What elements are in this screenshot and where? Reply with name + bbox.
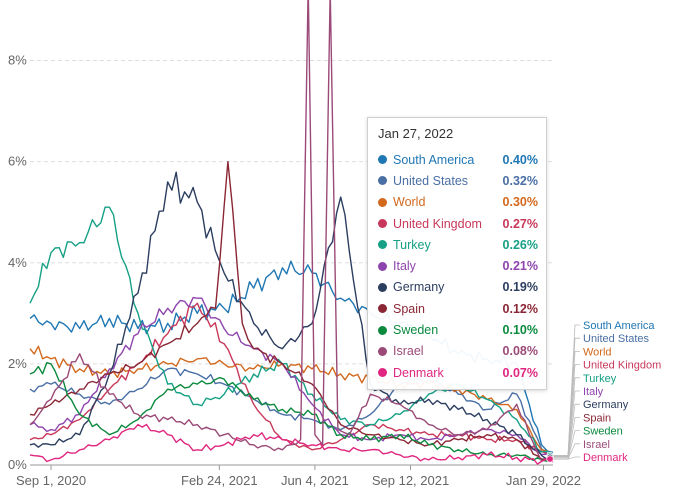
series-line-denmark	[29, 423, 554, 465]
tooltip-series-name: United Kingdom	[393, 216, 482, 231]
label-connector	[550, 337, 580, 457]
end-label-italy: Italy	[583, 386, 604, 398]
tooltip-row: Italy 0.21%	[378, 255, 538, 276]
tooltip-series-value: 0.08%	[502, 344, 538, 359]
tooltip-rows: South America 0.40% United States 0.32% Worl…	[378, 149, 538, 383]
tooltip-row: United Kingdom 0.27%	[378, 213, 538, 234]
y-axis-ticks: 0% 2% 4% 6% 8%	[8, 53, 27, 472]
end-label-world: World	[583, 346, 612, 358]
label-connector	[550, 324, 580, 456]
x-tick-label: Sep 12, 2021	[372, 473, 449, 488]
series-line-germany	[29, 171, 554, 461]
legend-dot-icon	[378, 261, 387, 271]
legend-dot-icon	[378, 304, 387, 314]
series-line-spain	[29, 160, 554, 461]
tooltip-series-value: 0.07%	[502, 365, 538, 380]
end-label-turkey: Turkey	[583, 373, 617, 385]
legend-dot-icon	[378, 176, 387, 186]
end-label-united-kingdom: United Kingdom	[583, 360, 661, 372]
legend-dot-icon	[378, 368, 387, 378]
legend-dot-icon	[378, 240, 387, 250]
x-tick-label: Jun 4, 2021	[281, 473, 349, 488]
tooltip-series-value: 0.19%	[502, 280, 538, 295]
x-tick-label: Jan 29, 2022	[506, 473, 581, 488]
tooltip-series-name: Turkey	[393, 237, 431, 252]
legend-dot-icon	[378, 282, 387, 292]
y-tick-label: 0%	[8, 457, 27, 472]
legend-dot-icon	[378, 346, 387, 356]
tooltip-row: Sweden 0.10%	[378, 319, 538, 340]
y-tick-label: 2%	[8, 356, 27, 371]
series-lines	[29, 0, 554, 465]
y-tick-label: 6%	[8, 154, 27, 169]
series-line-united-states	[29, 367, 554, 455]
series-line-united-kingdom	[29, 302, 554, 457]
tooltip-series-value: 0.10%	[502, 323, 538, 338]
tooltip-series-value: 0.27%	[502, 216, 538, 231]
tooltip-series-value: 0.21%	[502, 259, 538, 274]
tooltip-row: World 0.30%	[378, 192, 538, 213]
label-connector	[550, 456, 580, 460]
x-tick-label: Sep 1, 2020	[16, 473, 86, 488]
tooltip-row: South America 0.40%	[378, 149, 538, 170]
tooltip-series-value: 0.12%	[502, 301, 538, 316]
y-tick-label: 4%	[8, 255, 27, 270]
hover-tooltip: Jan 27, 2022 South America 0.40% United St…	[367, 117, 547, 391]
end-label-united-states: United States	[583, 333, 650, 345]
legend-dot-icon	[378, 325, 387, 335]
tooltip-series-value: 0.26%	[502, 237, 538, 252]
end-markers	[546, 451, 554, 463]
end-marker	[546, 455, 554, 463]
tooltip-date: Jan 27, 2022	[378, 126, 454, 141]
label-connector	[550, 377, 580, 456]
tooltip-series-name: Germany	[393, 280, 445, 295]
tooltip-row: Germany 0.19%	[378, 277, 538, 298]
legend-dot-icon	[378, 197, 387, 207]
end-label-south-america: South America	[583, 320, 655, 332]
tooltip-series-name: South America	[393, 152, 475, 167]
x-tick-label: Feb 24, 2021	[181, 473, 258, 488]
label-connectors	[550, 324, 580, 460]
tooltip-series-name: Spain	[393, 301, 425, 316]
tooltip-row: Turkey 0.26%	[378, 234, 538, 255]
tooltip-series-name: Sweden	[393, 323, 439, 338]
tooltip-series-value: 0.40%	[502, 152, 538, 167]
legend-dot-icon	[378, 155, 387, 165]
series-line-world	[29, 345, 554, 456]
end-label-israel: Israel	[583, 439, 610, 451]
tooltip-series-name: United States	[393, 173, 469, 188]
tooltip-series-name: World	[393, 195, 426, 210]
tooltip-series-name: Denmark	[393, 365, 444, 380]
tooltip-series-value: 0.30%	[502, 195, 538, 210]
end-label-denmark: Denmark	[583, 452, 628, 464]
legend-dot-icon	[378, 219, 387, 229]
tooltip-row: Israel 0.08%	[378, 341, 538, 362]
tooltip-series-name: Israel	[393, 344, 424, 359]
tooltip-row: Denmark 0.07%	[378, 362, 538, 383]
series-line-israel	[29, 0, 554, 463]
series-line-sweden	[29, 362, 554, 462]
end-label-sweden: Sweden	[583, 426, 623, 438]
label-connector	[550, 390, 580, 458]
label-connector	[550, 430, 580, 460]
label-connector	[550, 416, 580, 460]
x-axis-ticks: Sep 1, 2020 Feb 24, 2021 Jun 4, 2021 Sep 12…	[16, 465, 581, 488]
tooltip-row: United States 0.32%	[378, 170, 538, 191]
end-label-germany: Germany	[583, 399, 629, 411]
y-tick-label: 8%	[8, 53, 27, 68]
tooltip-row: Spain 0.12%	[378, 298, 538, 319]
tooltip-series-name: Italy	[393, 259, 416, 274]
label-connector	[550, 364, 580, 458]
end-label-spain: Spain	[583, 412, 611, 424]
label-connector	[550, 403, 580, 458]
tooltip-series-value: 0.32%	[502, 173, 538, 188]
